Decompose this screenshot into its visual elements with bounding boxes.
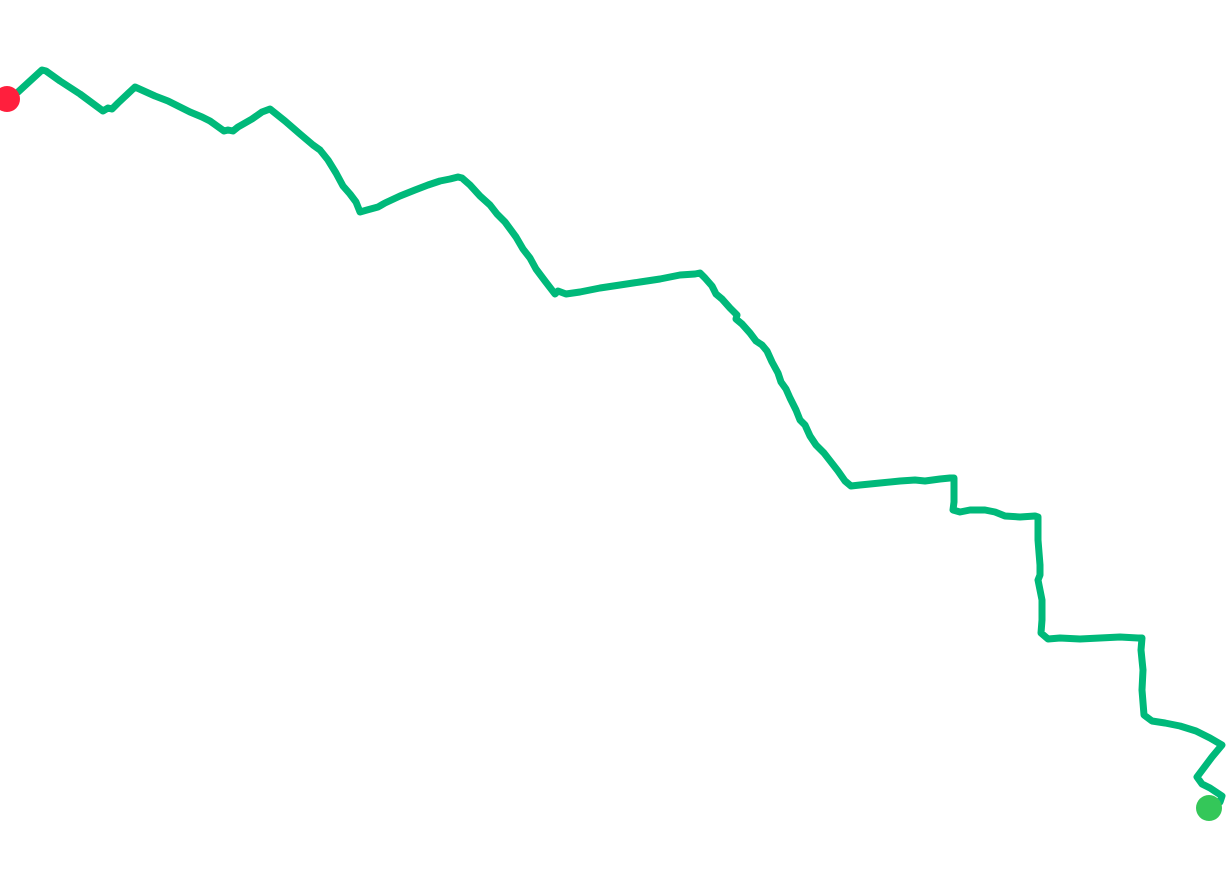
end-marker-icon[interactable] [1196,795,1222,821]
start-marker-icon[interactable] [0,86,20,112]
route-track [3,66,1226,806]
